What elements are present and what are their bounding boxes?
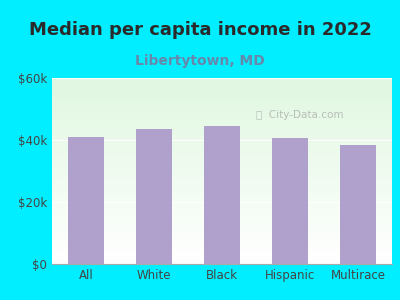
Bar [68, 137, 104, 264]
Bar [272, 138, 308, 264]
Bar [204, 126, 240, 264]
Bar [340, 145, 376, 264]
Bar [136, 129, 172, 264]
Text: ⓘ  City-Data.com: ⓘ City-Data.com [256, 110, 344, 120]
Text: Median per capita income in 2022: Median per capita income in 2022 [28, 21, 372, 39]
Text: Libertytown, MD: Libertytown, MD [135, 54, 265, 68]
